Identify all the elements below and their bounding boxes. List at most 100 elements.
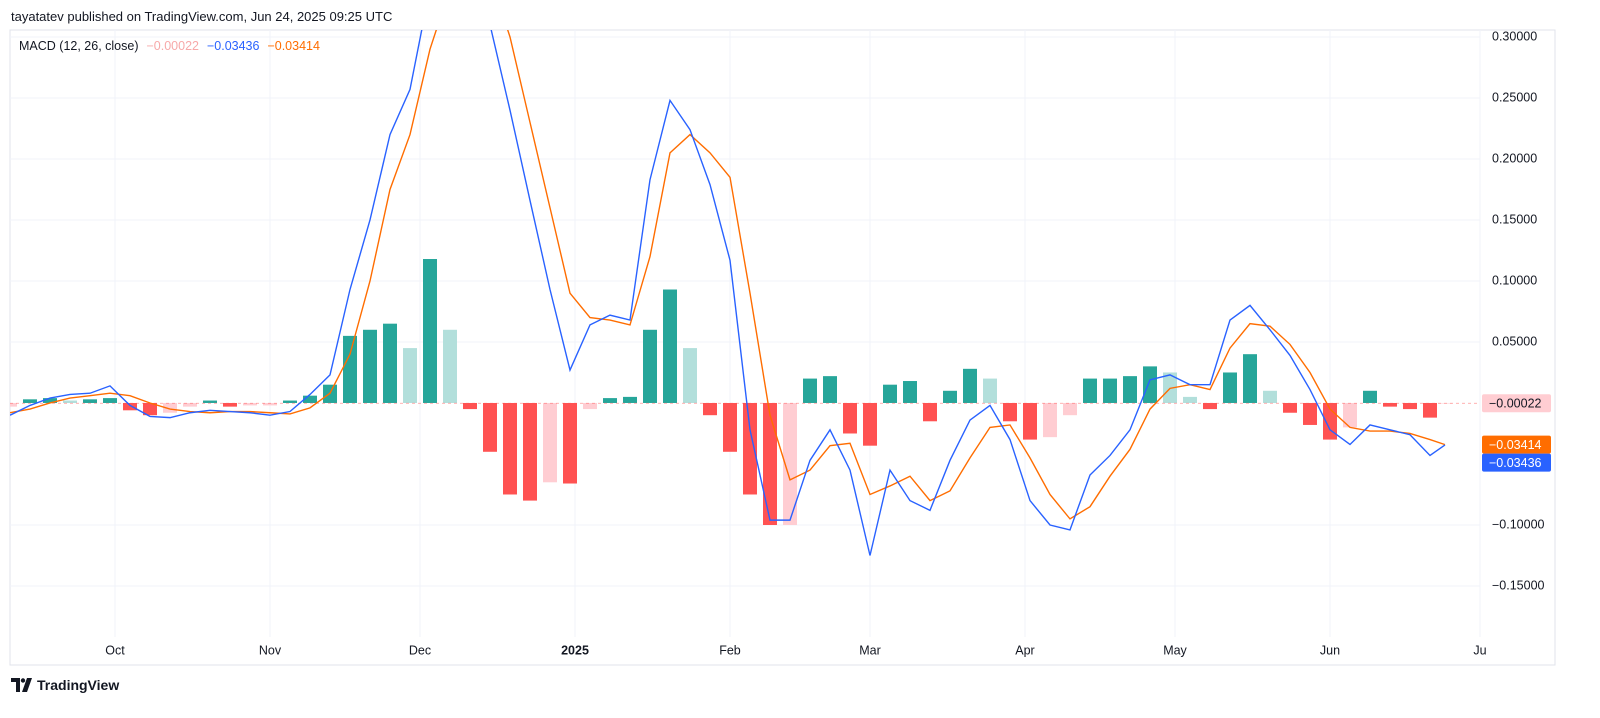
indicator-name: MACD (12, 26, close) xyxy=(19,39,139,53)
legend-value: −0.00022 xyxy=(146,39,199,53)
histogram-bar xyxy=(363,329,377,403)
y-tick-label: 0.25000 xyxy=(1492,90,1537,104)
y-tick-label: −0.10000 xyxy=(1492,517,1545,531)
last-value-label: −0.00022 xyxy=(1489,397,1542,411)
histogram-bar xyxy=(43,398,57,403)
histogram-bar xyxy=(403,348,417,403)
histogram-bar xyxy=(663,289,677,403)
histogram-bar xyxy=(963,368,977,403)
histogram-bar xyxy=(983,378,997,403)
histogram-bar xyxy=(183,402,197,407)
x-tick-label: Nov xyxy=(259,643,282,657)
histogram-bar xyxy=(1383,402,1397,407)
y-tick-label: −0.15000 xyxy=(1492,578,1545,592)
histogram-bar xyxy=(843,402,857,434)
histogram-bar xyxy=(643,329,657,403)
histogram-bar xyxy=(1023,402,1037,440)
histogram-bar xyxy=(783,402,797,525)
histogram-bar xyxy=(1043,402,1057,438)
histogram-bar xyxy=(23,399,37,403)
legend-value: −0.03436 xyxy=(206,39,260,53)
histogram-bar xyxy=(343,335,357,403)
histogram-bar xyxy=(1343,402,1357,428)
histogram-bar xyxy=(483,402,497,452)
histogram-bar xyxy=(1003,402,1017,422)
histogram-bar xyxy=(1423,402,1437,418)
x-tick-label: Apr xyxy=(1015,643,1034,657)
axes: 0.30000 0.25000 0.20000 0.15000 0.10000 0.050… xyxy=(105,29,1551,657)
x-tick-label: Jun xyxy=(1320,643,1340,657)
signal-line xyxy=(10,30,1446,520)
y-tick-label: 0.20000 xyxy=(1492,151,1537,165)
footer: TradingView xyxy=(11,677,119,693)
brand: TradingView xyxy=(37,677,120,693)
histogram-bar xyxy=(823,376,837,403)
last-value-label: −0.03436 xyxy=(1489,456,1542,470)
x-tick-label: Dec xyxy=(409,643,431,657)
x-tick-label: Oct xyxy=(105,643,125,657)
histogram-bar xyxy=(743,402,757,495)
x-tick-label: Ju xyxy=(1473,643,1486,657)
histogram-bar xyxy=(1263,390,1277,403)
x-tick-label: 2025 xyxy=(561,643,589,657)
histogram-bar xyxy=(443,329,457,403)
histogram-bar xyxy=(603,398,617,403)
histogram-bar xyxy=(1303,402,1317,425)
legend: MACD (12, 26, close) −0.00022 −0.03436 −… xyxy=(19,39,320,53)
histogram-bar xyxy=(1203,402,1217,410)
x-tick-label: Feb xyxy=(719,643,741,657)
y-tick-label: 0.05000 xyxy=(1492,334,1537,348)
histogram-bar xyxy=(143,402,157,416)
histogram-bar xyxy=(1183,396,1197,403)
last-value-box xyxy=(1482,435,1551,454)
histogram-bar xyxy=(923,402,937,422)
histogram-bar xyxy=(1123,376,1137,403)
histogram-bar xyxy=(123,402,137,411)
histogram-bar xyxy=(223,402,237,407)
histogram-bar xyxy=(303,395,317,403)
histogram-bar xyxy=(1063,402,1077,416)
y-tick-label: 0.15000 xyxy=(1492,212,1537,226)
histogram-bar xyxy=(1143,366,1157,403)
histogram-bar xyxy=(463,402,477,410)
last-value-box xyxy=(1482,453,1551,472)
last-value-box xyxy=(1482,394,1551,413)
histogram-bar xyxy=(283,400,297,403)
histogram-bar xyxy=(723,402,737,452)
histogram-bar xyxy=(703,402,717,416)
header: tayatatev published on TradingView.com, … xyxy=(11,9,393,24)
histogram-bar xyxy=(243,402,257,406)
histogram-bar xyxy=(523,402,537,501)
last-value-label: −0.03414 xyxy=(1489,438,1542,452)
histogram-bar xyxy=(1223,372,1237,403)
x-tick-label: May xyxy=(1163,643,1187,657)
grid xyxy=(10,30,1481,637)
logo xyxy=(11,678,32,692)
histogram-bar xyxy=(943,390,957,403)
y-tick-label: 0.30000 xyxy=(1492,29,1537,43)
histogram-bar xyxy=(763,402,777,525)
plot-area xyxy=(10,30,1480,556)
frame xyxy=(9,29,1556,666)
legend-value: −0.03414 xyxy=(267,39,320,53)
histogram-bar xyxy=(683,348,697,403)
histogram-bar xyxy=(1083,378,1097,403)
histogram-bar xyxy=(503,402,517,495)
histogram-bar xyxy=(583,402,597,410)
histogram-bar xyxy=(1283,402,1297,413)
histogram-bar xyxy=(1363,390,1377,403)
histogram-bar xyxy=(203,400,217,403)
histogram-bar xyxy=(883,384,897,403)
x-tick-label: Mar xyxy=(859,643,881,657)
histogram-bar xyxy=(803,378,817,403)
histogram-bar xyxy=(263,402,277,406)
histogram-bar xyxy=(103,398,117,403)
histogram-bar xyxy=(10,402,17,407)
histogram-bar xyxy=(863,402,877,446)
histogram-bar xyxy=(163,402,177,413)
histogram-bar xyxy=(63,400,77,403)
macd-line xyxy=(10,30,1446,556)
histogram-bar xyxy=(1243,354,1257,403)
